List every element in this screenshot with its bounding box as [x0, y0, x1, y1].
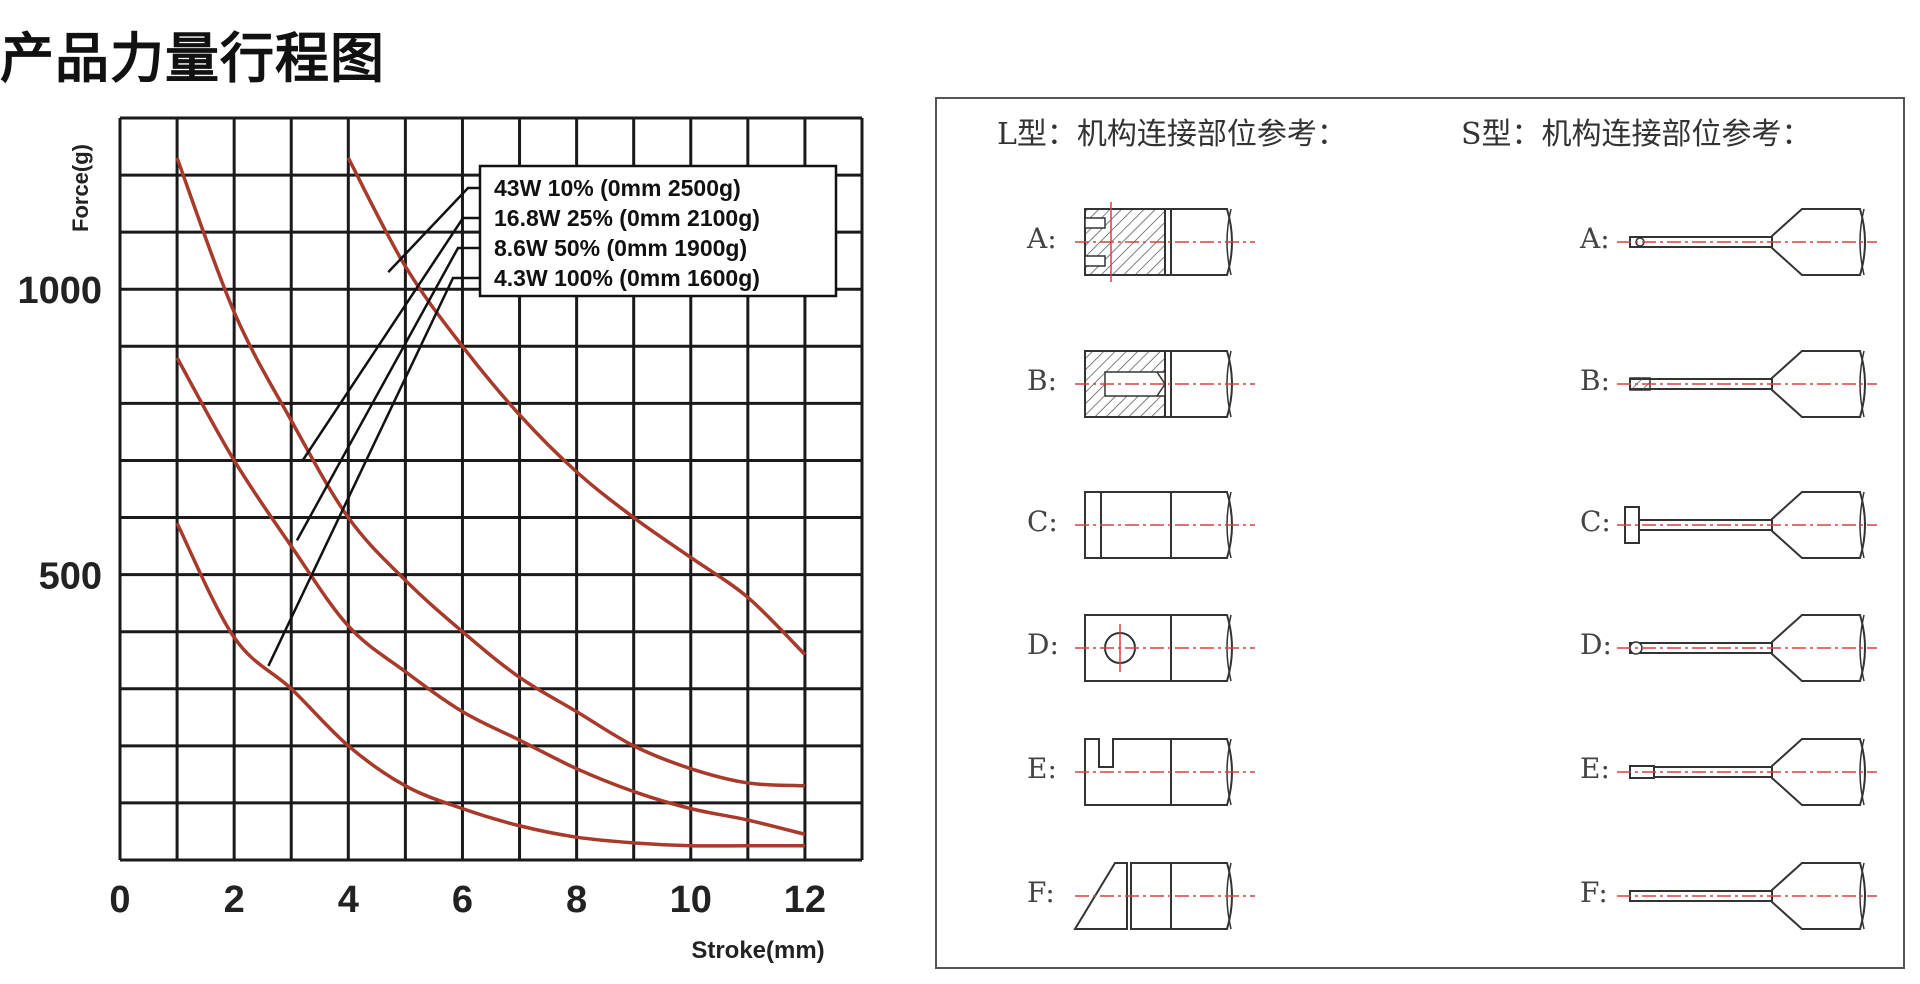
- series-line-4: [175, 522, 805, 848]
- reference-row-label-s: C:: [1580, 505, 1611, 538]
- x-tick-label: 8: [566, 879, 587, 921]
- legend-entry: 16.8W 25% (0mm 2100g): [494, 205, 760, 231]
- reference-row-label-l: B:: [1027, 364, 1058, 397]
- legend-entry: 8.6W 50% (0mm 1900g): [494, 235, 747, 261]
- reference-row-label-s: B:: [1580, 364, 1611, 397]
- reference-row-label-s: A:: [1580, 222, 1610, 255]
- legend-pointer: [295, 246, 480, 541]
- l-type-drawing: [1075, 202, 1255, 282]
- y-tick-label: 500: [39, 556, 102, 598]
- legend-entry: 43W 10% (0mm 2500g): [494, 175, 741, 201]
- legend-pointer: [301, 216, 480, 462]
- series-line-3: [175, 356, 806, 837]
- x-tick-label: 2: [224, 879, 245, 921]
- x-axis-label: Stroke(mm): [691, 937, 824, 964]
- s-type-drawing: [1617, 350, 1877, 418]
- chart-ticks: 0 2 4 6 8 10 12 500 1000: [17, 270, 826, 921]
- series-line-1: [346, 157, 807, 656]
- l-type-drawing: [1075, 491, 1255, 559]
- reference-row-label-l: D:: [1027, 628, 1059, 661]
- legend-pointer-lines: [267, 186, 480, 667]
- connection-reference-panel: L型：机构连接部位参考： S型：机构连接部位参考： A: A: B: B: C: C: D:…: [935, 97, 1905, 969]
- chart-curves: [175, 157, 807, 848]
- legend-pointer: [387, 186, 480, 273]
- legend-pointer: [267, 276, 480, 667]
- page-title: 产品力量行程图: [0, 27, 385, 90]
- s-type-heading: S型：机构连接部位参考：: [1461, 117, 1812, 152]
- reference-row-label-l: F:: [1027, 876, 1055, 909]
- x-tick-label: 6: [452, 879, 473, 921]
- x-tick-label: 0: [109, 879, 130, 921]
- l-type-drawing: [1073, 862, 1255, 930]
- s-type-drawing: [1617, 738, 1877, 806]
- y-tick-label: 1000: [17, 270, 102, 312]
- l-type-drawing: [1075, 614, 1255, 682]
- l-type-heading: L型：机构连接部位参考：: [997, 117, 1347, 152]
- legend-box: [478, 164, 838, 298]
- s-type-drawing: [1617, 491, 1877, 559]
- s-type-drawing: [1617, 614, 1877, 682]
- reference-row-label-s: D:: [1580, 628, 1612, 661]
- reference-row-label-s: E:: [1580, 752, 1610, 785]
- legend-entry: 4.3W 100% (0mm 1600g): [494, 265, 760, 291]
- x-tick-label: 10: [670, 879, 712, 921]
- reference-row-label-l: E:: [1027, 752, 1057, 785]
- l-type-drawing: [1075, 738, 1255, 806]
- reference-row-label-l: C:: [1027, 505, 1058, 538]
- y-axis-label: Force(g): [68, 144, 93, 232]
- reference-row-label-l: A:: [1027, 222, 1057, 255]
- s-type-drawing: [1617, 208, 1877, 276]
- chart-legend: 43W 10% (0mm 2500g) 16.8W 25% (0mm 2100g)…: [478, 164, 838, 298]
- l-type-drawing: [1075, 350, 1255, 418]
- reference-row-label-s: F:: [1580, 876, 1608, 909]
- force-stroke-chart: 43W 10% (0mm 2500g) 16.8W 25% (0mm 2100g)…: [17, 116, 864, 964]
- x-tick-label: 12: [784, 879, 826, 921]
- s-type-drawing: [1617, 862, 1877, 930]
- x-tick-label: 4: [338, 879, 359, 921]
- connection-drawings: [1073, 202, 1877, 930]
- series-line-2: [175, 157, 806, 788]
